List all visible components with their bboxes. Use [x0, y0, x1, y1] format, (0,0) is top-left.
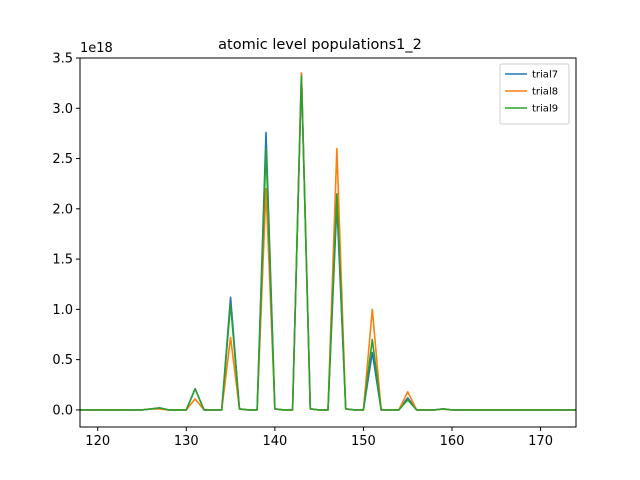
y-axis: 0.0 0.5 1.0 1.5 2.0 2.5 3.0 3.5 [52, 52, 80, 418]
x-axis: 120 130 140 150 160 170 [85, 427, 553, 449]
x-tick-label: 150 [351, 434, 376, 449]
y-tick-label: 3.0 [52, 102, 73, 117]
x-tick-label: 120 [85, 434, 110, 449]
y-tick-label: 0.5 [52, 353, 73, 368]
legend: trial7 trial8 trial9 [499, 63, 570, 125]
series-line-trial9 [80, 75, 576, 411]
chart-title: atomic level populations1_2 [218, 37, 422, 53]
axes-frame [79, 57, 577, 428]
plot-lines [80, 72, 576, 411]
legend-label-trial7: trial7 [532, 70, 558, 81]
y-tick-label: 1.5 [52, 253, 73, 268]
y-tick-label: 3.5 [52, 52, 73, 67]
y-tick-label: 1.0 [52, 303, 73, 318]
legend-label-trial9: trial9 [532, 104, 558, 115]
x-tick-label: 170 [528, 434, 553, 449]
legend-label-trial8: trial8 [532, 87, 558, 98]
x-tick-label: 130 [174, 434, 199, 449]
y-tick-label: 0.0 [52, 403, 73, 418]
x-tick-label: 160 [440, 434, 465, 449]
legend-box [499, 63, 570, 125]
y-axis-offset-label: 1e18 [80, 41, 113, 56]
y-tick-label: 2.0 [52, 202, 73, 217]
y-tick-label: 2.5 [52, 152, 73, 167]
x-tick-label: 140 [262, 434, 287, 449]
